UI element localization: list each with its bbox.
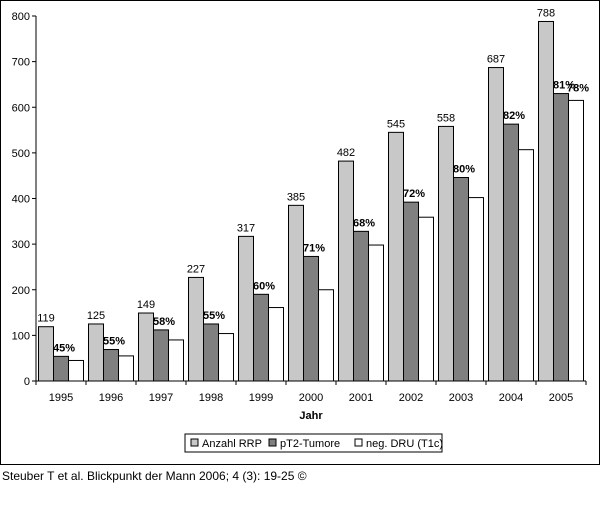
x-tick-label: 2002 [399,392,423,404]
bar [353,230,369,382]
bar [418,216,434,382]
data-label: 55% [203,310,225,322]
bar [103,349,119,382]
bar [88,323,104,382]
data-label: 45% [53,342,75,354]
y-tick-label: 300 [12,239,30,251]
source-caption: Steuber T et al. Blickpunkt der Mann 200… [2,469,307,483]
chart-frame: 0 100 200 300 400 500 600 700 800 1995 1996 1997 199… [0,0,600,465]
bar [553,93,569,382]
legend-swatch [268,438,277,447]
data-label: 788 [537,7,555,19]
x-tick-label: 1998 [199,392,223,404]
legend-label: Anzahl RRP [202,438,262,450]
data-label: 227 [187,263,205,275]
bar [38,326,54,382]
data-label: 82% [503,110,525,122]
bar [68,359,84,382]
bar [503,123,519,382]
data-label: 71% [303,242,325,254]
x-tick-label: 2003 [449,392,473,404]
data-label: 78% [567,82,589,94]
data-label: 482 [337,147,355,159]
data-label: 72% [403,188,425,200]
bar [138,312,154,382]
y-tick-label: 100 [12,330,30,342]
data-label: 60% [253,280,275,292]
bar [53,355,69,382]
bar-chart: 0 100 200 300 400 500 600 700 800 1995 1996 1997 199… [0,0,600,465]
bar [368,244,384,382]
bar [238,235,254,382]
data-label: 149 [137,299,155,311]
bar [468,197,484,382]
data-label: 385 [287,191,305,203]
legend-swatch [354,438,363,447]
y-tick-label: 400 [12,194,30,206]
x-tick-label: 2000 [299,392,323,404]
x-axis-title: Jahr [299,410,323,422]
bar [203,323,219,382]
x-tick-label: 2004 [499,392,523,404]
bar [403,201,419,382]
data-label: 545 [387,118,405,130]
x-tick-label: 2005 [549,392,573,404]
x-tick-label: 2001 [349,392,373,404]
y-tick-label: 500 [12,148,30,160]
bar [218,333,234,382]
y-tick-label: 800 [12,11,30,23]
bar [453,177,469,382]
x-tick-label: 1997 [149,392,173,404]
x-tick-label: 1995 [49,392,73,404]
data-label: 119 [37,313,55,325]
bar [488,67,504,382]
x-tick-label: 1999 [249,392,273,404]
bar [118,355,134,382]
bar [168,339,184,382]
y-tick-label: 600 [12,102,30,114]
data-label: 317 [237,222,255,234]
data-label: 81% [553,80,575,92]
legend-box [184,433,443,453]
bar [188,276,204,382]
bar [153,329,169,382]
data-label: 558 [437,112,455,124]
bar [268,307,284,382]
bar [388,131,404,382]
data-label: 125 [87,310,105,322]
y-tick-label: 700 [12,57,30,69]
legend-swatch [190,438,199,447]
bar [338,160,354,382]
data-label: 68% [353,217,375,229]
bar [518,149,534,382]
y-tick-label: 0 [24,376,30,388]
bar [303,255,319,382]
bar [568,99,584,382]
bar [288,204,304,382]
y-tick-label: 200 [12,285,30,297]
data-label: 80% [453,164,475,176]
legend-label: neg. DRU (T1c) [366,438,443,450]
bar [538,20,554,382]
x-tick-label: 1996 [99,392,123,404]
bar [318,289,334,382]
legend-label: pT2-Tumore [280,438,340,450]
bar [253,293,269,382]
data-label: 687 [487,54,505,66]
data-label: 58% [153,316,175,328]
data-label: 55% [103,336,125,348]
bar [438,125,454,382]
